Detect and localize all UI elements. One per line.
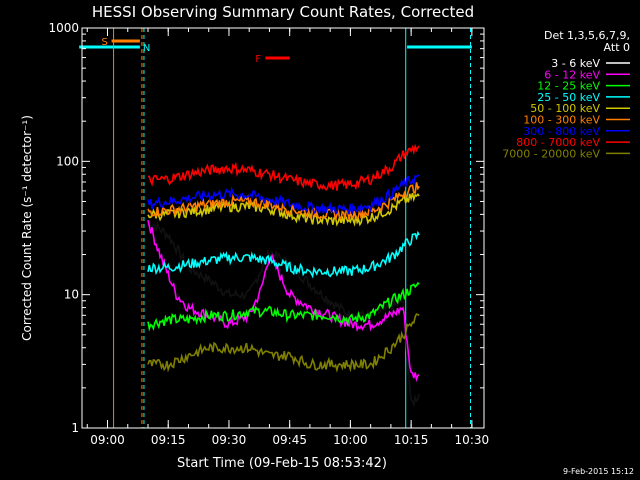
legend-item-label: 300 - 800 keV — [523, 125, 600, 138]
y-axis-label: Corrected Count Rate (s⁻¹ detector⁻¹) — [20, 115, 34, 341]
legend-item-label: 800 - 7000 keV — [516, 136, 600, 149]
x-tick-label: 10:15 — [394, 433, 429, 447]
x-tick-label: 09:00 — [90, 433, 125, 447]
series-line-4 — [147, 192, 420, 227]
y-tick-label: 100 — [56, 154, 79, 168]
axis-ticks: 09:00 09:15 09:30 09:45 10:00 10:15 10:30 1 10 10… — [48, 21, 489, 447]
y-tick-label: 1000 — [48, 21, 79, 35]
flag-label-n: N — [143, 43, 150, 54]
series-line-7 — [147, 143, 420, 192]
legend-header-attenuator: Att 0 — [604, 41, 630, 54]
legend-item-label: 3 - 6 keV — [551, 57, 600, 70]
legend-item-label: 6 - 12 keV — [544, 68, 600, 81]
legend-item-label: 7000 - 20000 keV — [502, 147, 600, 160]
chart-title: HESSI Observing Summary Count Rates, Cor… — [92, 3, 474, 21]
x-tick-label: 09:45 — [272, 433, 307, 447]
series-line-2 — [147, 281, 420, 332]
x-tick-label: 10:00 — [333, 433, 368, 447]
legend-header-detectors: Det 1,3,5,6,7,9, — [544, 29, 630, 42]
flag-bars: S N F — [79, 37, 472, 65]
x-tick-label: 09:15 — [151, 433, 186, 447]
flag-label-s: S — [102, 37, 108, 48]
plot-frame — [81, 27, 485, 429]
x-tick-label: 09:30 — [212, 433, 247, 447]
timestamp-label: 9-Feb-2015 15:12 — [563, 467, 634, 476]
data-series — [147, 143, 420, 408]
y-tick-label: 10 — [64, 288, 79, 302]
legend-item-label: 100 - 300 keV — [523, 114, 600, 127]
legend-item-label: 50 - 100 keV — [530, 102, 600, 115]
y-tick-label: 1 — [71, 421, 79, 435]
legend-item-label: 25 - 50 keV — [537, 91, 600, 104]
time-markers — [113, 28, 472, 428]
series-line-6 — [147, 174, 420, 215]
x-tick-label: 10:30 — [455, 433, 490, 447]
legend-item-label: 12 - 25 keV — [537, 80, 600, 93]
series-line-8 — [147, 313, 420, 373]
series-line-1 — [147, 220, 420, 383]
flag-label-f: F — [255, 54, 261, 65]
series-line-3 — [147, 230, 420, 279]
x-axis-label: Start Time (09-Feb-15 08:53:42) — [177, 456, 387, 471]
